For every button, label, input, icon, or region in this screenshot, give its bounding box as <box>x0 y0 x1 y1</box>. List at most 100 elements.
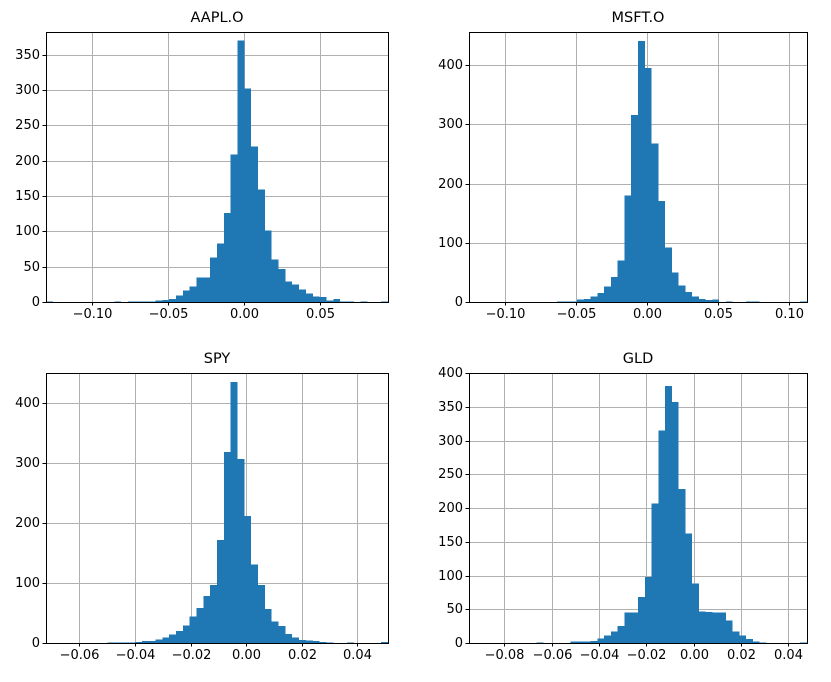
ticks-gld: −0.08 −0.06 −0.04 −0.02 0.00 0.02 0.04 0 50 100 15… <box>438 366 803 663</box>
histogram-bar <box>251 564 259 643</box>
histogram-bar <box>237 40 245 302</box>
axes-frame-msft <box>468 31 809 304</box>
subplot-gld: GLD −0.08 −0.06 −0.04 −0.02 0.00 0.02 0.04 0 50 10… <box>415 341 831 682</box>
x-tick-label: 0.02 <box>727 648 756 663</box>
histogram-bar <box>134 641 142 643</box>
histogram-bar <box>285 281 293 302</box>
histogram-bar <box>665 385 672 643</box>
histogram-bar <box>685 291 693 302</box>
y-tick-label: 350 <box>15 48 40 63</box>
y-tick-label: 350 <box>438 400 463 415</box>
histogram-bar <box>698 611 706 643</box>
y-tick-label: 100 <box>15 576 40 591</box>
histogram-bar <box>203 596 211 643</box>
histogram-bars-gld <box>536 385 807 644</box>
histogram-bar <box>705 300 713 302</box>
histogram-bar <box>678 489 686 643</box>
y-tick-label: 400 <box>438 58 463 73</box>
histogram-bar <box>346 642 354 644</box>
histogram-bar <box>536 642 544 644</box>
histogram-bar <box>203 277 211 302</box>
y-tick-label: 200 <box>15 154 40 169</box>
x-tick-label: 0.04 <box>774 648 803 663</box>
histogram-bar <box>651 503 659 643</box>
histogram-bar <box>563 301 571 303</box>
y-tick-label: 50 <box>23 260 40 275</box>
histogram-bar <box>604 635 611 643</box>
axes-msft: MSFT.O −0.10 −0.05 0.00 0.05 0.10 0 100 200 300 40… <box>438 10 809 322</box>
histogram-bar <box>577 641 584 643</box>
subplot-msft: MSFT.O −0.10 −0.05 0.00 0.05 0.10 0 100 200 300 40… <box>415 0 831 341</box>
histogram-bar <box>346 301 354 303</box>
histogram-bar <box>162 299 170 302</box>
histogram-bar <box>604 286 611 302</box>
histogram-bar <box>182 625 190 643</box>
histogram-bar <box>698 299 706 302</box>
histogram-bar <box>556 301 564 303</box>
histogram-bar <box>278 626 286 643</box>
x-tick-label: −0.10 <box>486 307 526 322</box>
histogram-bar <box>570 641 578 643</box>
histogram-bar <box>230 154 238 302</box>
histogram-bar <box>148 641 156 643</box>
histogram-bar <box>759 642 767 644</box>
y-tick-label: 250 <box>438 467 463 482</box>
histogram-bars-msft <box>556 40 807 303</box>
histogram-bar <box>631 612 638 643</box>
x-tick-label: 0.00 <box>230 307 259 322</box>
y-tick-label: 300 <box>15 456 40 471</box>
histogram-bar <box>583 641 591 643</box>
histogram-bar <box>732 631 740 643</box>
histogram-bar <box>210 584 217 643</box>
histogram-bar <box>617 260 625 302</box>
ticks-msft: −0.10 −0.05 0.00 0.05 0.10 0 100 200 300 400 <box>438 58 804 322</box>
subplot-aapl: AAPL.O −0.10 −0.05 0.00 0.05 0 50 100 150 200 250 3… <box>0 0 416 341</box>
axes-frame-gld <box>468 372 809 645</box>
histogram-bar <box>340 301 347 303</box>
histogram-bar <box>752 641 760 643</box>
histogram-bar <box>169 634 176 643</box>
histogram-bar <box>624 195 632 302</box>
histogram-bar <box>739 635 747 643</box>
histogram-bar <box>237 458 245 643</box>
x-tick-label: −0.06 <box>533 648 573 663</box>
histogram-bar <box>141 641 149 643</box>
x-tick-label: −0.05 <box>149 307 189 322</box>
y-tick-label: 0 <box>32 636 40 651</box>
x-tick-label: −0.06 <box>60 648 100 663</box>
y-tick-label: 300 <box>438 117 463 132</box>
histogram-bar <box>800 642 807 644</box>
y-tick-label: 250 <box>15 118 40 133</box>
histogram-bar <box>678 285 686 302</box>
histogram-bar <box>46 301 53 303</box>
axes-aapl: AAPL.O −0.10 −0.05 0.00 0.05 0 50 100 150 200 250 3… <box>15 10 390 322</box>
y-tick-label: 0 <box>32 295 40 310</box>
histogram-bar <box>244 88 252 303</box>
histogram-bar <box>381 301 388 303</box>
histogram-bar <box>631 114 638 302</box>
histogram-bar <box>264 608 272 643</box>
y-tick-label: 150 <box>438 535 463 550</box>
histogram-bar <box>590 640 598 643</box>
x-tick-label: −0.08 <box>485 648 525 663</box>
y-tick-label: 0 <box>455 636 463 651</box>
x-tick-label: −0.10 <box>73 307 113 322</box>
histogram-bar <box>175 631 183 643</box>
histogram-bar <box>251 146 259 302</box>
histogram-bar <box>305 640 313 643</box>
x-tick-label: 0.05 <box>704 307 733 322</box>
histogram-bar <box>644 68 652 302</box>
histogram-bar <box>319 297 327 302</box>
histogram-bar <box>114 642 122 644</box>
histogram-bar <box>312 296 320 302</box>
histogram-bar <box>128 642 135 644</box>
histogram-bar <box>671 272 679 302</box>
histogram-bar <box>271 621 279 643</box>
histogram-bar <box>719 612 726 643</box>
histogram-bar <box>182 290 190 302</box>
histogram-bar <box>128 301 135 303</box>
subplot-spy: SPY −0.06 −0.04 −0.02 0.00 0.02 0.04 0 100 200 300… <box>0 341 416 682</box>
y-tick-label: 200 <box>438 501 463 516</box>
histogram-bar <box>638 597 645 643</box>
histogram-bar <box>292 284 300 302</box>
